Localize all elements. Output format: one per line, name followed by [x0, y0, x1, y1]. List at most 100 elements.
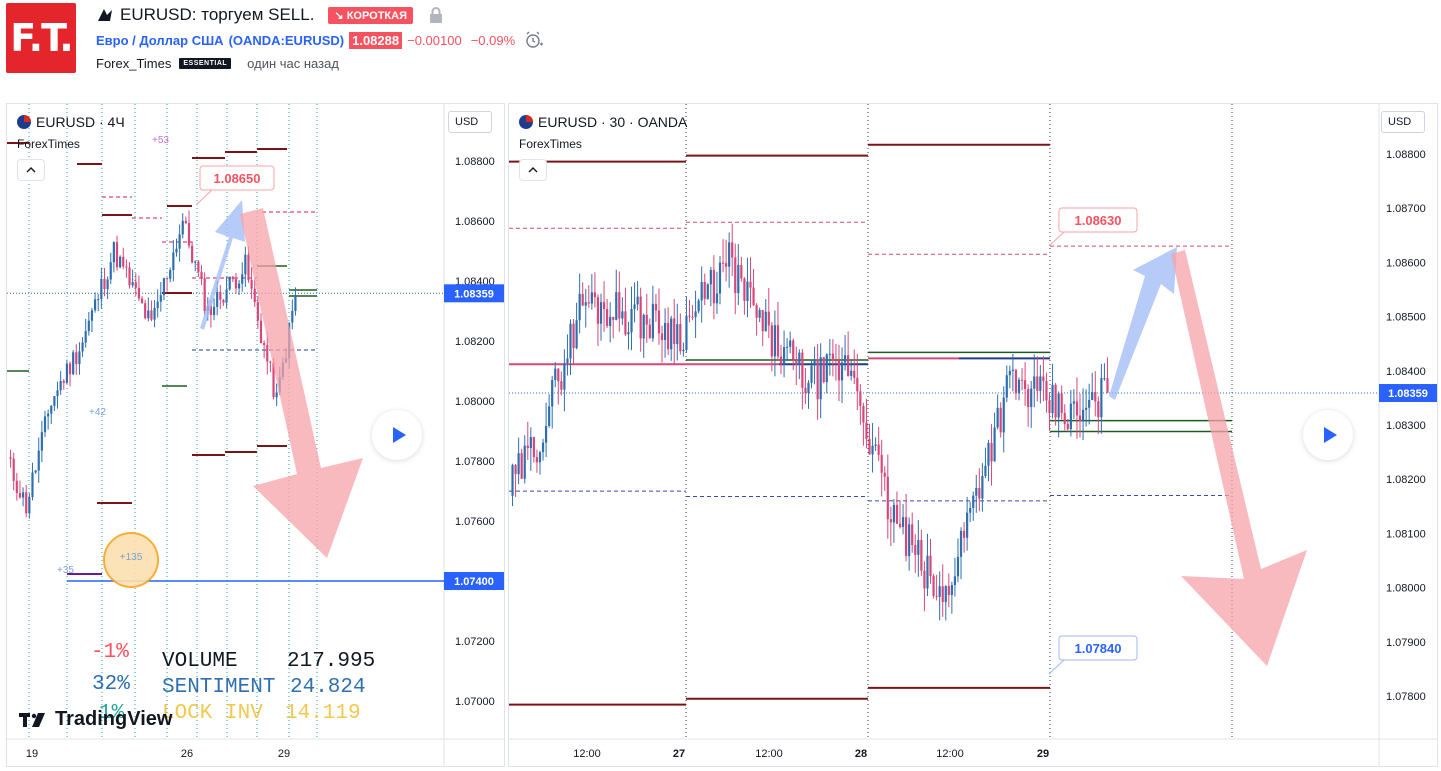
candle-body [599, 302, 603, 324]
candle-body [197, 261, 200, 273]
author-line: Forex_Times ESSENTIAL один час назад [96, 56, 339, 71]
candle-body [807, 382, 810, 393]
small-label: +35 [57, 565, 74, 576]
symbol-exchange[interactable]: (OANDA:EURUSD) [228, 32, 345, 48]
candle-body [1039, 376, 1042, 391]
price-change: −0.00100 [407, 32, 462, 48]
collapse-button[interactable] [17, 159, 45, 181]
candle-body [786, 346, 789, 348]
candle-body [47, 413, 50, 417]
candle-body [865, 422, 868, 439]
candle-body [53, 396, 56, 406]
candle-body [1045, 381, 1048, 401]
candle-body [740, 264, 743, 279]
candle-body [225, 289, 228, 303]
candle-body [813, 359, 816, 366]
sentiment-value: 24.824 [290, 676, 366, 699]
candle-body [122, 256, 125, 267]
candle-body [627, 332, 630, 335]
right-chart-title: EURUSD · 30 · OANDA [519, 114, 687, 130]
price-tick-label: 1.08300 [1386, 420, 1426, 432]
candle-body [962, 530, 966, 538]
candle-body [697, 300, 700, 312]
author-name[interactable]: Forex_Times [96, 56, 172, 71]
candle-body [87, 320, 90, 332]
price-tick-label: 1.08600 [455, 216, 495, 228]
right-chart-canvas[interactable]: 1.08800 1.08700 1.08600 1.08500 1.08400 1.083… [509, 104, 1437, 766]
candle-body [1027, 389, 1030, 407]
collapse-button[interactable] [519, 159, 547, 181]
candle-body [752, 287, 755, 306]
price-tick-label: 1.07800 [1386, 691, 1426, 703]
candle-body [209, 305, 213, 315]
low-label-box [1058, 635, 1138, 661]
left-currency-button[interactable]: USD [448, 111, 492, 133]
candle-body [256, 302, 259, 321]
right-chart-panel[interactable]: 1.08800 1.08700 1.08600 1.08500 1.08400 1.083… [508, 103, 1438, 767]
candle-body [673, 318, 676, 345]
price-tick-label: 1.08500 [1386, 312, 1426, 324]
candle-body [97, 299, 100, 301]
candle-body [203, 278, 206, 311]
tradingview-logo[interactable]: TradingView [19, 708, 172, 731]
candle-body [554, 368, 557, 380]
candle-body [959, 530, 963, 557]
candle-body [670, 318, 673, 350]
price-tick-label: 1.07200 [455, 636, 495, 648]
right-play-button[interactable] [1303, 410, 1353, 460]
candle-body [731, 242, 734, 258]
high-label-box [199, 165, 275, 191]
target-price-text: 1.07400 [454, 576, 494, 588]
candle-body [834, 360, 838, 362]
candle-body [184, 220, 187, 224]
candle-body [244, 254, 247, 275]
candle-body [62, 380, 65, 383]
candle-body [978, 487, 981, 499]
candle-body [825, 354, 828, 383]
left-chart-canvas[interactable]: 1.088001.086001.084001.082001.080001.078… [7, 104, 504, 766]
author-logo[interactable]: F.T. [6, 3, 76, 73]
logo-text: F.T. [10, 16, 73, 60]
candle-body [953, 576, 957, 586]
left-chart-panel[interactable]: 1.08800 1.08600 1.08400 1.08200 1.08000 1.078… [6, 103, 505, 767]
lock-icon [429, 7, 443, 23]
candle-body [624, 311, 627, 335]
candle-body [587, 302, 590, 304]
left-play-button[interactable] [372, 410, 422, 460]
candle-body [234, 279, 238, 289]
candle-body [1069, 403, 1072, 430]
candle-body [1100, 378, 1103, 418]
right-currency-button[interactable]: USD [1381, 111, 1425, 133]
candle-body [706, 284, 709, 299]
candle-body [908, 524, 911, 557]
candle-body [68, 363, 72, 375]
candle-body [609, 316, 612, 326]
low-label-text: 1.07840 [1075, 641, 1122, 656]
stat-pct-2: 32% [92, 673, 130, 696]
candle-body [147, 310, 150, 319]
candle-body [764, 311, 767, 332]
candle-body [724, 263, 728, 267]
candle-body [18, 493, 22, 498]
price-tick-label: 1.07900 [1386, 637, 1426, 649]
candle-body [776, 325, 780, 357]
candle-body [128, 267, 131, 286]
candle-body [929, 555, 932, 577]
candle-body [718, 262, 722, 294]
candle-body [1023, 380, 1027, 390]
small-label: +135 [120, 552, 143, 563]
candle-body [169, 270, 172, 279]
candle-body [65, 363, 69, 383]
high-label-box [1058, 207, 1138, 233]
alarm-clock-icon[interactable] [524, 31, 544, 49]
candle-body [535, 457, 539, 463]
idea-header: F.T. EURUSD: торгуем SELL. ↘ КОРОТКАЯ Ев… [0, 0, 1441, 96]
candle-body [1094, 392, 1097, 402]
low-label-pointer [1048, 659, 1065, 675]
candle-body [911, 524, 914, 546]
chevron-up-icon [26, 167, 36, 173]
candle-body [81, 342, 84, 352]
candle-body [789, 340, 792, 347]
time-tick-label: 12:00 [936, 748, 964, 760]
symbol-name[interactable]: Евро / Доллар США [96, 32, 224, 48]
